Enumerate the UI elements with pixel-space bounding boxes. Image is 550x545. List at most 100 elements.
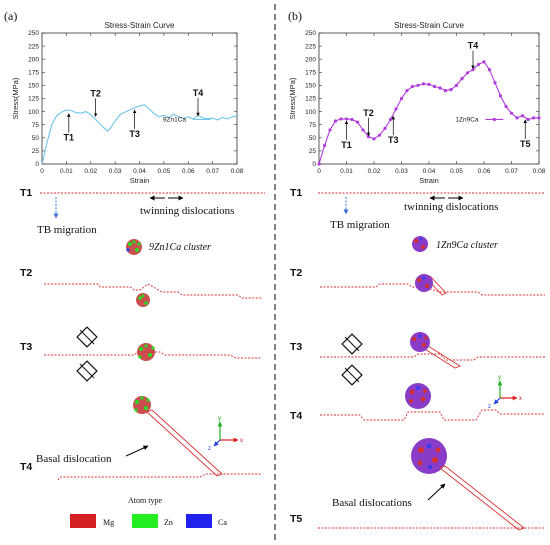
row-label-a-t3: T3 <box>20 341 32 353</box>
chart-b-data-point <box>421 82 426 86</box>
chart-b-xtick-label: 0.01 <box>340 168 353 175</box>
chart-b-legend-label: 1Zn9Ca <box>455 116 479 123</box>
chart-b-data-point <box>377 133 382 137</box>
cluster-b-t4 <box>405 383 431 409</box>
atom-legend-title: Atom type <box>128 496 162 505</box>
chart-b-annotation-label: T1 <box>341 140 352 150</box>
chart-b-ytick-label: 0 <box>312 161 316 168</box>
chart-b-legend-marker <box>492 117 496 122</box>
chart-b-data-point <box>333 119 338 123</box>
row-label-b-t5: T5 <box>290 513 302 525</box>
chart-a-ytick-label: 250 <box>28 30 39 37</box>
chart-b-xtick-label: 0.02 <box>368 168 381 175</box>
twin-schematic-b-lower <box>341 364 363 386</box>
chart-b-data-point <box>410 84 415 89</box>
cluster-b-t1 <box>412 236 428 252</box>
cluster-a-t1 <box>126 239 142 255</box>
chart-b-ytick-label: 25 <box>309 148 317 155</box>
chart-b-data-point <box>339 117 343 121</box>
atom-legend-mg: Mg <box>70 514 114 528</box>
atom-legend-ca: Ca <box>186 514 227 528</box>
chart-b-xtick-label: 0.03 <box>395 168 408 175</box>
basal-band-b-t5 <box>439 465 525 531</box>
chart-a-ytick-label: 50 <box>32 135 40 142</box>
chart-b-plot-frame <box>318 32 540 165</box>
chart-b-data-point <box>454 83 459 87</box>
chart-b-data-point <box>537 116 541 120</box>
chart-a-title: Stress-Strain Curve <box>105 21 175 30</box>
chart-a-xtick-label: 0.06 <box>182 168 195 175</box>
chart-b-data-point <box>526 117 530 122</box>
axis-z-label-b: z <box>488 404 491 410</box>
row-label-a-t4: T4 <box>20 461 32 473</box>
svg-text:Ca: Ca <box>218 518 227 527</box>
chart-b-xtick-label: 0.06 <box>478 168 491 175</box>
chart-b-ytick-label: 50 <box>309 135 317 142</box>
cluster-b-t3 <box>410 332 430 352</box>
chart-b-data-point <box>493 81 497 85</box>
chart-b-data-point <box>416 83 420 87</box>
chart-b-data-point <box>498 94 503 98</box>
basal-dislocation-arrow-a <box>125 445 149 457</box>
chart-a-annotation-label: T1 <box>64 133 75 143</box>
chart-a-annotation-label: T3 <box>129 129 140 139</box>
chart-a-ytick-label: 150 <box>28 83 39 90</box>
axis-x-label-a: x <box>240 438 243 444</box>
chart-b-data-point <box>482 60 486 64</box>
twin-boundary-b-t4 <box>320 409 545 421</box>
basal-dislocations-label-b: Basal dislocations <box>332 497 412 509</box>
chart-a-xlabel: Strain <box>130 176 150 185</box>
tb-migration-label-a: TB migration <box>37 224 97 236</box>
chart-a-xtick-label: 0 <box>40 168 44 175</box>
chart-a-ytick-label: 200 <box>28 56 39 63</box>
chart-a-ytick-label: 225 <box>28 43 39 50</box>
tb-migration-label-b: TB migration <box>330 219 390 231</box>
row-label-b-t4: T4 <box>290 410 302 422</box>
chart-b-data-point <box>394 107 398 111</box>
chart-a-ylabel: Stress(MPa) <box>11 77 20 119</box>
chart-b-ytick-label: 175 <box>305 70 316 77</box>
chart-a-ytick-label: 75 <box>32 122 40 129</box>
twin-boundary-b-t3 <box>320 353 545 361</box>
chart-b-xtick-label: 0.07 <box>505 168 518 175</box>
chart-b-ytick-label: 200 <box>305 56 316 63</box>
chart-a-xtick-label: 0.04 <box>133 168 146 175</box>
row-label-a-t2: T2 <box>20 267 32 279</box>
chart-b-ytick-label: 250 <box>305 30 316 37</box>
chart-b-annotation-label: T5 <box>520 139 531 149</box>
chart-a-ytick-label: 0 <box>35 161 39 168</box>
chart-b-series-line <box>318 61 539 165</box>
chart-b-xtick-label: 0.08 <box>533 168 546 175</box>
cluster-b-t2 <box>415 274 433 292</box>
chart-b-data-point <box>328 128 332 132</box>
chart-b-xlabel: Strain <box>419 176 439 185</box>
chart-a-plot-frame <box>41 32 238 165</box>
axis-z-label-a: z <box>208 446 211 452</box>
cluster-a-t2 <box>136 293 150 307</box>
chart-b-data-point <box>405 89 409 93</box>
panel-b-label: (b) <box>288 9 302 23</box>
stress-strain-chart-b: Stress-Strain Curve 0 25 50 75 100 125 150 175 20… <box>288 21 546 185</box>
chart-b-data-point <box>344 117 349 121</box>
row-label-b-t3: T3 <box>290 341 302 353</box>
row-label-b-t1: T1 <box>290 187 302 199</box>
chart-b-data-point <box>427 82 431 86</box>
twinning-dislocations-label-b: twinning dislocations <box>404 201 498 213</box>
chart-b-data-point <box>322 144 327 148</box>
twin-schematic-a-lower <box>76 360 98 382</box>
row-label-a-t1: T1 <box>20 187 32 199</box>
chart-b-ytick-label: 125 <box>305 96 316 103</box>
chart-b-ytick-label: 225 <box>305 43 316 50</box>
chart-b-title: Stress-Strain Curve <box>394 21 464 30</box>
twin-schematic-b-upper <box>341 333 363 355</box>
cluster-label-b: 1Zn9Ca cluster <box>436 240 498 251</box>
twin-boundary-a-t3 <box>44 351 262 359</box>
chart-a-xtick-label: 0.07 <box>206 168 219 175</box>
cluster-a-t4 <box>133 396 151 414</box>
chart-b-data-point <box>460 76 464 81</box>
cluster-a-t3 <box>137 343 155 361</box>
chart-b-data-point <box>465 71 470 75</box>
chart-b-data-point <box>520 114 525 118</box>
simulation-panel-b: T1 T2 T3 T4 T5 twinning dislocations TB … <box>290 187 545 531</box>
chart-b-data-point <box>372 137 376 141</box>
